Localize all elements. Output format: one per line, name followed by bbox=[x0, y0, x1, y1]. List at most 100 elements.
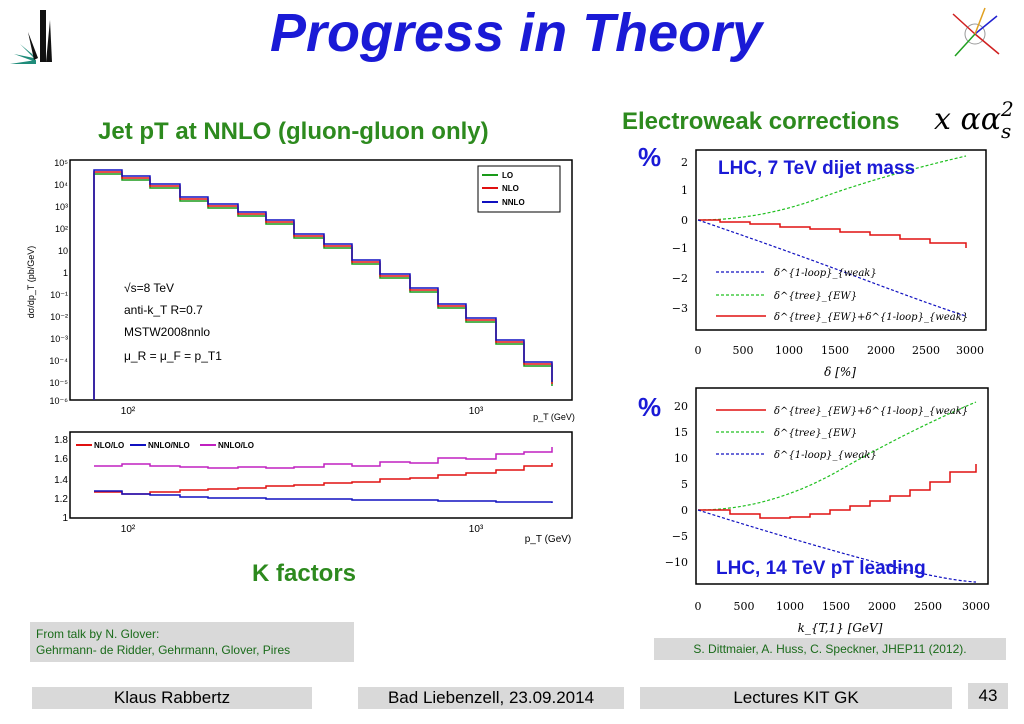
slide-title: Progress in Theory bbox=[270, 3, 763, 63]
legend-ew-tree-14: δ^{tree}_{EW} bbox=[774, 428, 857, 439]
footer-location-date: Bad Liebenzell, 23.09.2014 bbox=[358, 687, 624, 709]
legend-combined-14: δ^{tree}_{EW}+δ^{1-loop}_{weak} bbox=[774, 406, 968, 417]
ytick-label: 10⁻¹ bbox=[50, 290, 68, 300]
ytick-label: 10³ bbox=[55, 202, 68, 212]
xtick-label: 3000 bbox=[956, 344, 984, 357]
page-number: 43 bbox=[968, 683, 1008, 709]
ytick-label: −3 bbox=[672, 302, 688, 315]
xtick-label: 2500 bbox=[914, 600, 942, 613]
k-factors-label: K factors bbox=[252, 560, 357, 587]
top-plot-yticks: 10⁵ 10⁴ 10³ 10² 10 1 10⁻¹ 10⁻² 10⁻³ 10⁻⁴… bbox=[49, 158, 68, 406]
legend-nnlo-lo: NNLO/LO bbox=[218, 441, 254, 450]
ytick-label: 20 bbox=[674, 400, 688, 413]
credit-line2: Gehrmann- de Ridder, Gehrmann, Glover, P… bbox=[36, 643, 291, 657]
ytick-label: 1.4 bbox=[54, 475, 68, 486]
legend-nnlo-nlo: NNLO/NLO bbox=[148, 441, 190, 450]
xtick-label: 0 bbox=[695, 600, 702, 613]
ytick-label: 0 bbox=[681, 214, 688, 227]
ytick-label: −1 bbox=[672, 242, 688, 255]
legend-lo: LO bbox=[502, 171, 513, 180]
nnlo-histogram bbox=[93, 169, 553, 400]
factor-text: x αα bbox=[934, 102, 1001, 137]
leading-pt-plot: 20 15 10 5 0 −5 −10 0 500 1000 1500 2000… bbox=[660, 386, 996, 638]
ytick-label: 15 bbox=[674, 426, 688, 439]
left-heading: Jet pT at NNLO (gluon-gluon only) bbox=[98, 118, 489, 145]
ytick-label: 1 bbox=[62, 513, 68, 524]
citation-text: S. Dittmaier, A. Huss, C. Speckner, JHEP… bbox=[693, 642, 967, 656]
xtick-label: 2000 bbox=[868, 600, 896, 613]
ytick-label: 1.8 bbox=[54, 435, 68, 446]
combined-curve-14 bbox=[698, 464, 977, 519]
nnlo-nlo-ratio bbox=[94, 490, 553, 503]
bottom-plot-xlabel: p_T (GeV) bbox=[525, 534, 572, 545]
xtick-label: 3000 bbox=[962, 600, 990, 613]
xtick-label: 500 bbox=[734, 600, 755, 613]
footer-course: Lectures KIT GK bbox=[640, 687, 952, 709]
percent-top-label: % bbox=[638, 142, 662, 172]
nnlo-lo-ratio bbox=[94, 447, 553, 469]
annot-energy: √s=8 TeV bbox=[124, 281, 174, 295]
xtick-label: 10² bbox=[121, 406, 136, 417]
combined-curve bbox=[698, 219, 967, 248]
credit-box: From talk by N. Glover: Gehrmann- de Rid… bbox=[30, 622, 354, 662]
kit-logo bbox=[6, 6, 68, 68]
ytick-label: 10⁻⁶ bbox=[50, 396, 69, 406]
nlo-lo-ratio bbox=[94, 463, 553, 495]
coupling-factor: x αα 2 s bbox=[934, 97, 1019, 143]
top-plot-xlabel: p_T (GeV) bbox=[533, 412, 575, 422]
legend-nlo: NLO bbox=[502, 184, 519, 193]
xtick-label: 1000 bbox=[776, 600, 804, 613]
ytick-label: 1.6 bbox=[54, 454, 68, 465]
xtick-label: 10³ bbox=[469, 524, 484, 535]
ytick-label: 0 bbox=[681, 504, 688, 517]
annot-algorithm: anti-k_T R=0.7 bbox=[124, 303, 203, 317]
ytick-label: 1.2 bbox=[54, 494, 68, 505]
annot-scale: μ_R = μ_F = p_T1 bbox=[124, 349, 222, 363]
annot-pdf: MSTW2008nnlo bbox=[124, 325, 210, 339]
xtick-label: 0 bbox=[695, 344, 702, 357]
legend-weak-loop-14: δ^{1-loop}_{weak} bbox=[774, 450, 877, 461]
xtick-label: 10³ bbox=[469, 406, 484, 417]
citation-box: S. Dittmaier, A. Huss, C. Speckner, JHEP… bbox=[654, 638, 1006, 660]
ytick-label: 10⁻² bbox=[50, 312, 68, 322]
cross-section-plot: 10⁵ 10⁴ 10³ 10² 10 1 10⁻¹ 10⁻² 10⁻³ 10⁻⁴… bbox=[24, 152, 584, 424]
legend-weak-loop: δ^{1-loop}_{weak} bbox=[774, 268, 877, 279]
xtick-label: 2500 bbox=[912, 344, 940, 357]
factor-sub: s bbox=[1000, 119, 1012, 143]
ytick-label: −2 bbox=[672, 272, 688, 285]
top-right-xlabel: δ [%] bbox=[824, 365, 856, 379]
bottom-right-title: LHC, 14 TeV pT leading bbox=[716, 558, 926, 579]
right-heading: Electroweak corrections bbox=[622, 108, 900, 135]
ytick-label: 2 bbox=[681, 156, 688, 169]
ytick-label: 1 bbox=[63, 268, 68, 278]
xtick-label: 500 bbox=[733, 344, 754, 357]
ytick-label: 10² bbox=[55, 224, 68, 234]
weak-loop-curve bbox=[697, 219, 967, 317]
ew-tree-curve-14 bbox=[697, 401, 977, 511]
credit-line1: From talk by N. Glover: bbox=[36, 627, 160, 641]
legend-nnlo: NNLO bbox=[502, 198, 525, 207]
top-right-title: LHC, 7 TeV dijet mass bbox=[718, 158, 915, 179]
footer-author: Klaus Rabbertz bbox=[32, 687, 312, 709]
xtick-label: 1500 bbox=[821, 344, 849, 357]
ytick-label: 10⁵ bbox=[54, 158, 68, 168]
legend-nlo-lo: NLO/LO bbox=[94, 441, 124, 450]
ytick-label: 10⁻⁵ bbox=[50, 378, 69, 388]
cms-event-logo bbox=[945, 4, 1005, 64]
xtick-label: 1500 bbox=[822, 600, 850, 613]
ytick-label: 10 bbox=[674, 452, 688, 465]
ytick-label: 5 bbox=[681, 478, 688, 491]
xtick-label: 10² bbox=[121, 524, 136, 535]
percent-bottom-label: % bbox=[638, 392, 662, 422]
dijet-mass-plot: 2 1 0 −1 −2 −3 0 500 1000 1500 2000 2500… bbox=[660, 148, 990, 384]
xtick-label: 2000 bbox=[867, 344, 895, 357]
ytick-label: −10 bbox=[665, 556, 688, 569]
legend-ew-tree: δ^{tree}_{EW} bbox=[774, 291, 857, 302]
top-plot-ylabel: dσ/dp_T (pb/GeV) bbox=[26, 246, 36, 318]
ytick-label: 10⁴ bbox=[54, 180, 68, 190]
factor-sup: 2 bbox=[1000, 97, 1014, 121]
k-factor-plot: 1.8 1.6 1.4 1.2 1 10² 10³ p_T (GeV) NLO/… bbox=[24, 428, 584, 550]
ytick-label: 10 bbox=[58, 246, 68, 256]
xtick-label: 1000 bbox=[775, 344, 803, 357]
ytick-label: −5 bbox=[672, 530, 688, 543]
